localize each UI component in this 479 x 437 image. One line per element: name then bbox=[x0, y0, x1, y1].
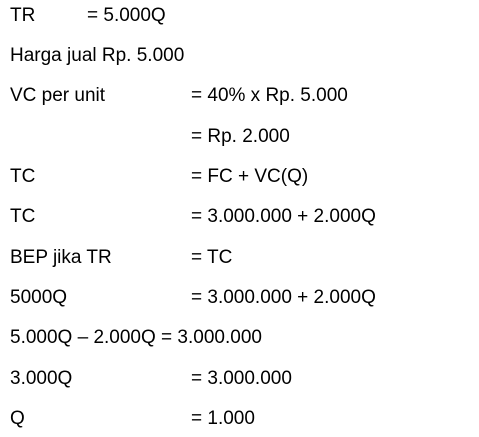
selling-price-text: Harga jual Rp. 5.000 bbox=[10, 45, 185, 66]
equation-value: = 40% x Rp. 5.000 bbox=[191, 85, 348, 106]
equation-value: = 5.000Q bbox=[87, 5, 166, 26]
equation-label: VC per unit bbox=[10, 85, 106, 106]
equation-value: = FC + VC(Q) bbox=[191, 166, 309, 187]
equation-value: = Rp. 2.000 bbox=[191, 126, 290, 147]
equation-value: = TC bbox=[191, 247, 233, 268]
equation-label: 3.000Q bbox=[10, 368, 73, 389]
equation-label: TC bbox=[10, 166, 36, 187]
equation-label: Q bbox=[10, 408, 25, 429]
equation-value: = 3.000.000 bbox=[191, 368, 292, 389]
equation-label: TC bbox=[10, 206, 36, 227]
equation-label: TR bbox=[10, 5, 36, 26]
equation-value: = 1.000 bbox=[191, 408, 255, 429]
equation-value: = 3.000.000 + 2.000Q bbox=[191, 287, 376, 308]
equation-label: 5000Q bbox=[10, 287, 68, 308]
equation-value: = 3.000.000 + 2.000Q bbox=[191, 206, 376, 227]
equation-label: BEP jika TR bbox=[10, 247, 112, 268]
equation-rearranged-text: 5.000Q – 2.000Q = 3.000.000 bbox=[10, 327, 262, 348]
